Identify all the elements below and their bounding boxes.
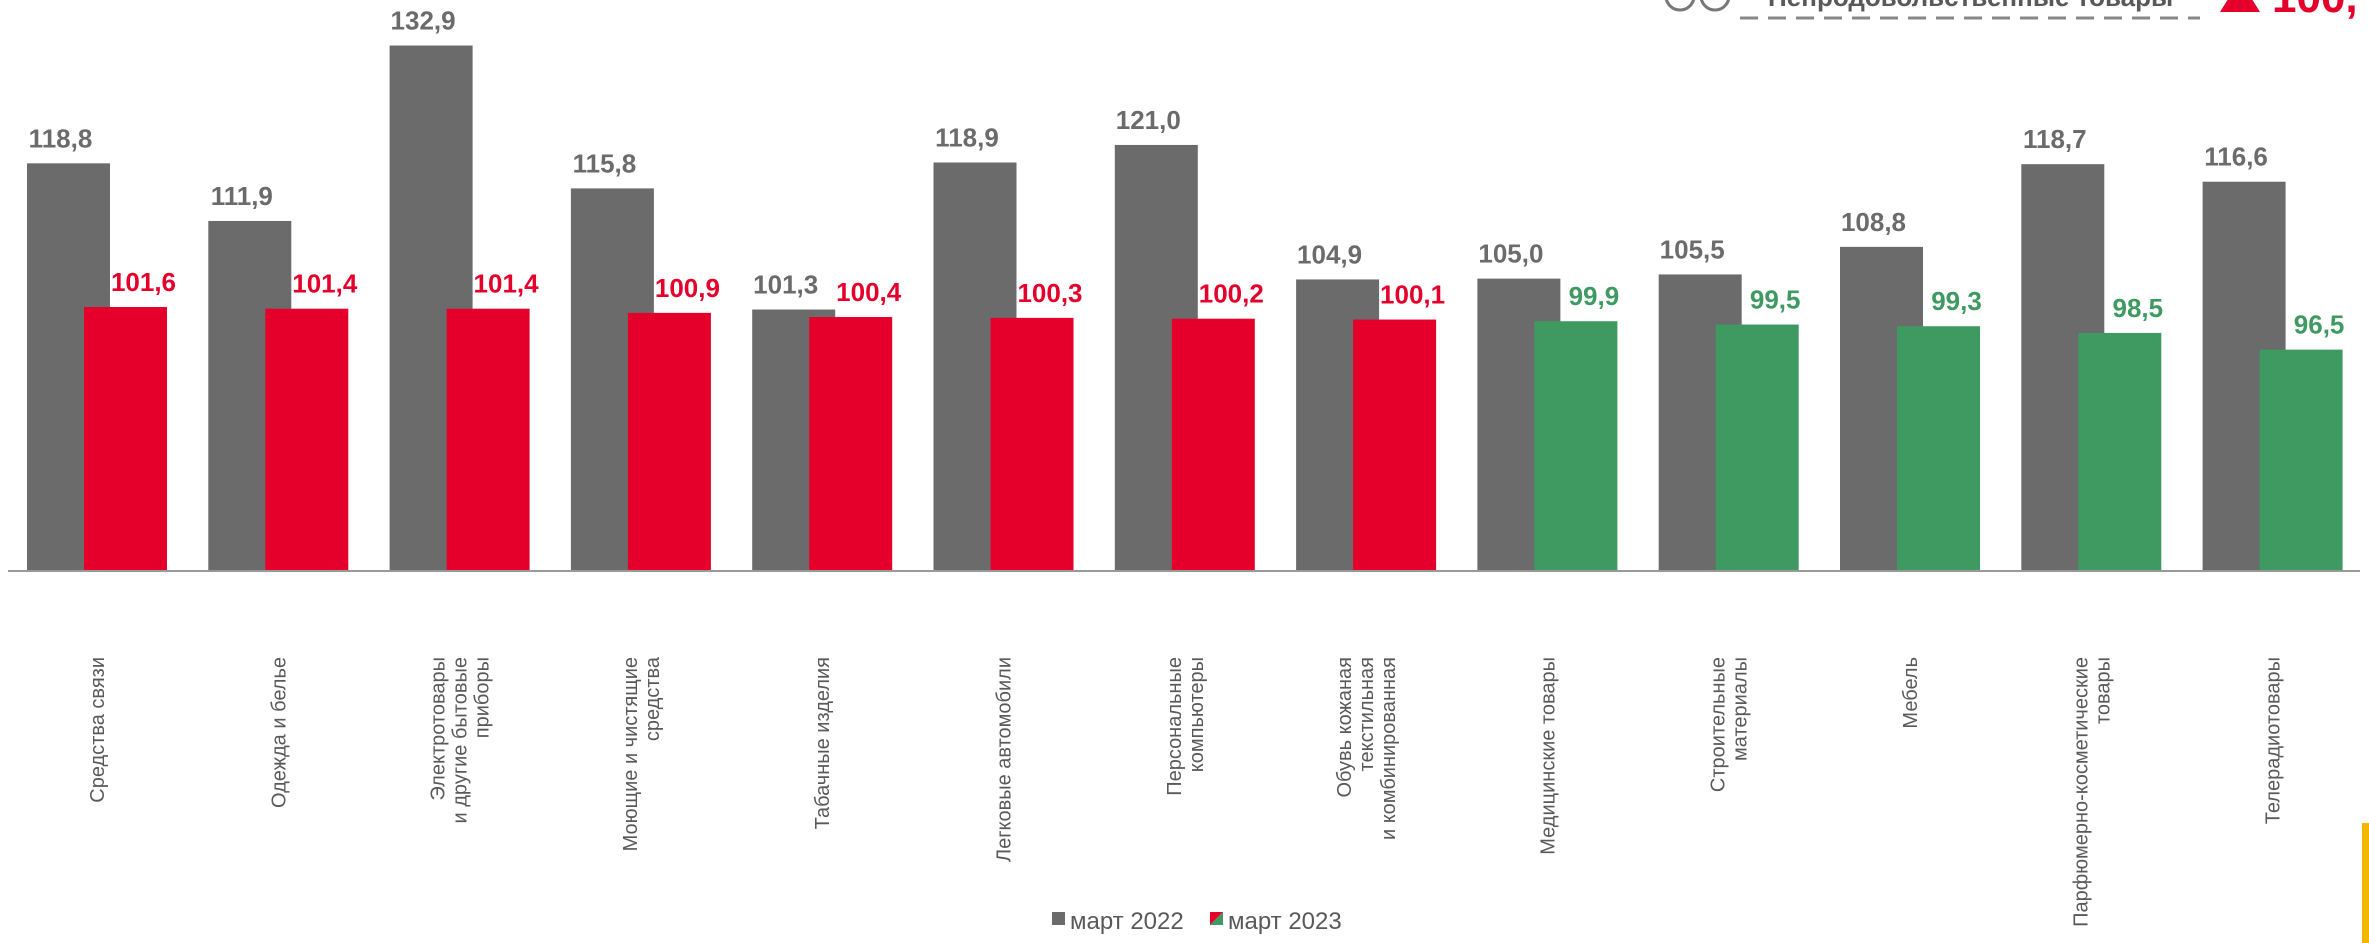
header: Непродовольственные товары 100,: [1665, 0, 2358, 22]
x-tick-label: Телерадиотовары: [2263, 657, 2285, 824]
value-label: 98,5: [2112, 293, 2163, 323]
value-label: 101,4: [474, 269, 540, 299]
value-label: 101,3: [753, 270, 818, 300]
header-icon: [1700, 0, 1730, 12]
value-label: 101,4: [292, 269, 358, 299]
bar: [1534, 321, 1618, 571]
value-label: 100,1: [1380, 280, 1445, 310]
x-tick-label: Парфюмерно-косметическиетовары: [2070, 657, 2114, 927]
header-value: 100,: [2272, 0, 2358, 22]
bar: [446, 308, 530, 571]
value-label: 96,5: [2294, 310, 2345, 340]
side-tab: [2362, 823, 2369, 943]
legend-label: март 2022: [1070, 908, 1184, 935]
bar: [2078, 332, 2162, 571]
value-label: 100,9: [655, 273, 720, 303]
bar: [809, 317, 893, 571]
bar: [1171, 318, 1255, 571]
value-label: 118,7: [2023, 124, 2087, 154]
bar: [1353, 319, 1437, 571]
value-label: 121,0: [1116, 105, 1181, 135]
x-tick-label: Одежда и белье: [268, 657, 290, 808]
value-label: 115,8: [573, 148, 637, 178]
bar: [2259, 349, 2343, 571]
value-label: 104,9: [1297, 239, 1362, 269]
bar: [1715, 324, 1799, 571]
legend-label: март 2023: [1228, 908, 1342, 935]
value-label: 101,6: [111, 267, 176, 297]
value-label: 100,2: [1199, 279, 1264, 309]
value-label: 105,5: [1660, 234, 1725, 264]
value-label: 118,8: [29, 123, 93, 153]
legend-swatch: [1210, 912, 1223, 925]
x-tick-label: Медицинские товары: [1537, 657, 1559, 855]
bar: [990, 317, 1074, 571]
bar: [627, 312, 711, 571]
value-label: 99,5: [1750, 285, 1801, 315]
x-tick-label: Мебель: [1900, 657, 1922, 729]
bar: [1897, 326, 1980, 571]
x-tick-label: Легковые автомобили: [994, 657, 1016, 862]
x-tick-label: Строительныематериалы: [1708, 657, 1752, 792]
legend-swatch: [1052, 912, 1065, 925]
x-tick-label: Персональныекомпьютеры: [1164, 657, 1208, 796]
header-arrow: [2220, 0, 2260, 12]
value-label: 99,3: [1931, 286, 1982, 316]
value-label: 132,9: [391, 6, 456, 36]
value-label: 111,9: [211, 181, 273, 211]
header-icon: [1665, 0, 1695, 12]
value-label: 118,9: [935, 122, 999, 152]
value-label: 99,9: [1569, 281, 1620, 311]
value-label: 116,6: [2204, 142, 2268, 172]
legend: март 2022 март 2023: [1052, 908, 1342, 935]
x-tick-label: Средства связи: [87, 657, 109, 803]
value-label: 105,0: [1478, 239, 1543, 269]
x-tick-label: Электротоварыи другие бытовыеприборы: [428, 657, 494, 823]
value-label: 108,8: [1841, 207, 1906, 237]
value-label: 100,4: [836, 277, 902, 307]
bar: [84, 307, 167, 571]
x-tick-label: Моющие и чистящиесредства: [620, 656, 664, 851]
x-tick-label: Обувь кожанаятекстильнаяи комбинированна…: [1334, 657, 1400, 840]
x-tick-label: Табачные изделия: [812, 657, 834, 829]
header-title: Непродовольственные товары: [1768, 0, 2173, 12]
bar: [265, 308, 349, 571]
value-label: 100,3: [1017, 278, 1082, 308]
